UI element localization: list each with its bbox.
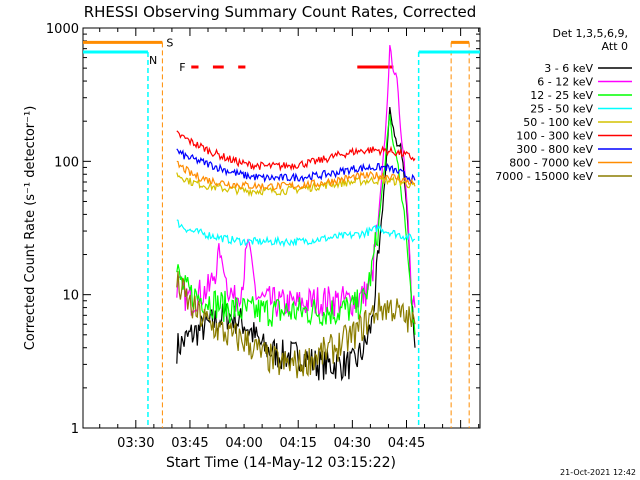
flare-flag-label: F: [179, 61, 185, 74]
data-series: [176, 44, 416, 382]
axis-ticks: [83, 28, 480, 429]
legend-header-line2: Att 0: [602, 40, 628, 53]
footer-timestamp: 21-Oct-2021 12:42: [560, 468, 636, 477]
series-line-300-800-kev: [176, 148, 416, 184]
series-line-25-50-kev: [176, 219, 416, 248]
legend-label: 6 - 12 keV: [537, 76, 593, 89]
y-tick-labels: 1 10 100 1000: [46, 22, 79, 437]
series-line-50-100-kev: [176, 172, 416, 198]
x-tick-label: 04:45: [388, 436, 425, 451]
y-tick-label: 1: [71, 422, 79, 437]
x-tick-label: 04:15: [279, 436, 316, 451]
y-tick-label: 10: [62, 289, 79, 304]
status-flags: SN F: [83, 36, 480, 428]
y-tick-label: 100: [54, 155, 79, 170]
series-line-800-7000-kev: [176, 160, 415, 192]
y-axis-label: Corrected Count Rate (s⁻¹ detector⁻¹): [23, 106, 38, 351]
series-line-6-12-kev: [176, 44, 416, 318]
legend-label: 50 - 100 keV: [523, 116, 593, 129]
y-tick-label: 1000: [46, 22, 79, 37]
night-flag-label: N: [149, 54, 157, 67]
x-tick-label: 03:45: [171, 436, 208, 451]
legend-label: 800 - 7000 keV: [509, 157, 593, 170]
plot-frame: [82, 27, 481, 429]
chart-title: RHESSI Observing Summary Count Rates, Co…: [84, 3, 477, 21]
legend-label: 300 - 800 keV: [516, 143, 593, 156]
x-tick-label: 03:30: [117, 436, 154, 451]
series-line-12-25-kev: [176, 114, 416, 335]
x-tick-labels: 03:30 03:45 04:00 04:15 04:30 04:45: [117, 436, 425, 451]
legend-label: 12 - 25 keV: [530, 89, 593, 102]
legend-label: 100 - 300 keV: [516, 130, 593, 143]
legend-label: 3 - 6 keV: [544, 62, 593, 75]
x-tick-label: 04:30: [334, 436, 371, 451]
series-line-100-300-kev: [176, 130, 416, 172]
legend-label: 25 - 50 keV: [530, 103, 593, 116]
series-line-7000-15000-kev: [176, 271, 416, 379]
x-tick-label: 04:00: [225, 436, 262, 451]
legend-header-line1: Det 1,3,5,6,9,: [552, 27, 628, 40]
saa-flag-label: S: [166, 36, 173, 49]
plot-area: SN F: [82, 27, 481, 429]
x-axis-label: Start Time (14-May-12 03:15:22): [166, 455, 396, 471]
legend-label: 7000 - 15000 keV: [495, 170, 593, 183]
